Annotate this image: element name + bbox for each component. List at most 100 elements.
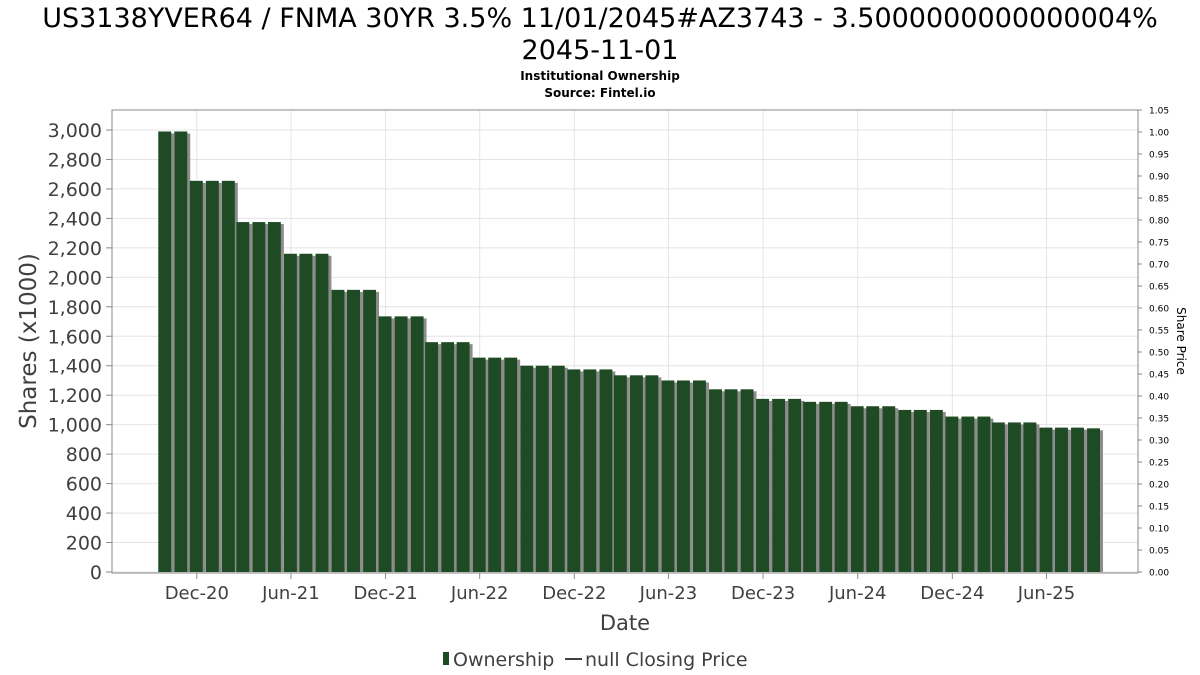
ownership-bar [394,316,408,572]
ownership-bar [205,180,219,572]
y-tick-label: 3,000 [48,120,102,142]
y-tick-label: 1,400 [48,356,102,378]
y2-tick-label: 0.75 [1149,239,1169,249]
y-tick-label: 2,400 [48,208,102,230]
ownership-bar [378,316,392,572]
ownership-bar [788,398,802,572]
ownership-bar [1087,428,1100,572]
legend-price-label: null Closing Price [585,649,748,671]
y2-tick-label: 0.15 [1149,503,1169,513]
plot-area-frame [111,109,1139,574]
ownership-bar [425,342,439,572]
x-tick-label: Jun-24 [828,583,887,604]
ownership-bar [961,416,975,572]
ownership-bar [661,380,675,572]
ownership-bar [613,375,627,572]
ownership-bar [913,409,927,572]
ownership-bar [898,409,912,572]
chart-subtitle: Institutional Ownership [520,69,680,83]
x-tick-label: Jun-25 [1017,583,1076,604]
y-tick-label: 1,600 [48,326,102,348]
ownership-bar [834,401,848,572]
ownership-bar [283,253,297,572]
y-tick-label: 0 [90,562,102,584]
ownership-bar [929,409,943,572]
chart-title-line-2: 2045-11-01 [521,35,679,66]
y2-axis-title: Share Price [1174,307,1188,375]
x-tick-label: Dec-24 [920,583,984,604]
ownership-bar [221,180,235,572]
ownership-bar [740,389,754,572]
legend: Ownership null Closing Price [443,649,748,671]
y-tick-label: 600 [66,474,102,496]
ownership-bar [882,406,896,572]
ownership-bar [991,422,1005,572]
legend-ownership-swatch [443,652,449,665]
chart-title-line-1: US3138YVER64 / FNMA 30YR 3.5% 11/01/2045… [42,3,1158,34]
ownership-bar [551,365,565,572]
y2-tick-label: 0.65 [1149,283,1169,293]
legend-ownership-label: Ownership [453,649,554,671]
x-axis: Dec-20 Jun-21 Dec-21 Jun-22 Dec-22 Jun-23 Dec-… [165,573,1076,604]
x-tick-label: Dec-21 [353,583,417,604]
ownership-bar [709,389,722,572]
y2-axis: 0.00 0.05 0.10 0.15 0.20 0.25 0.30 0.35 0.40 0.45… [1138,107,1169,579]
ownership-bar [441,342,455,572]
ownership-bar [315,253,329,572]
ownership-bar [693,380,706,572]
ownership-bar [504,357,518,572]
ownership-bar [676,380,690,572]
ownership-bar [803,401,817,572]
ownership-bar [1055,427,1068,572]
y2-tick-label: 1.05 [1149,107,1169,117]
y2-tick-label: 0.40 [1149,393,1169,403]
y-axis-title: Shares (x1000) [16,253,42,429]
ownership-bar [1007,422,1021,572]
ownership-bar [977,416,991,572]
ownership-bar [866,406,880,572]
y-tick-label: 400 [66,503,102,525]
ownership-bar [347,289,360,572]
y-tick-label: 2,600 [48,179,102,201]
y2-tick-label: 0.30 [1149,437,1169,447]
ownership-bar [535,365,549,572]
ownership-bar [158,131,172,572]
ownership-bar [1071,427,1084,572]
ownership-bar [267,222,281,573]
y2-tick-label: 0.55 [1149,327,1169,337]
y-tick-label: 1,000 [48,415,102,437]
ownership-bar [1023,422,1037,572]
ownership-bar [645,375,659,572]
ownership-bar [236,222,250,573]
y-tick-label: 2,200 [48,238,102,260]
ownership-bar [756,398,770,572]
ownership-bar [252,222,266,573]
x-tick-label: Jun-23 [639,583,698,604]
ownership-bar [583,369,597,572]
y-tick-label: 2,000 [48,267,102,289]
chart-source: Source: Fintel.io [544,86,656,100]
ownership-bar [174,131,188,572]
y-tick-label: 800 [66,444,102,466]
y2-tick-label: 1.00 [1149,129,1169,139]
y2-tick-label: 0.10 [1149,525,1169,535]
ownership-bar [456,342,470,572]
bar-layer [158,131,1103,573]
y-tick-label: 1,200 [48,385,102,407]
ownership-bar [724,389,738,572]
y2-tick-label: 0.85 [1149,195,1169,205]
y2-tick-label: 0.05 [1149,547,1169,557]
x-tick-label: Dec-22 [542,583,606,604]
y2-tick-label: 0.25 [1149,459,1169,469]
y2-tick-label: 0.35 [1149,415,1169,425]
ownership-bar [567,369,581,572]
ownership-bar [629,375,643,572]
y2-tick-label: 0.50 [1149,349,1169,359]
ownership-bar [472,357,486,572]
y2-tick-label: 0.45 [1149,371,1169,381]
y2-tick-label: 0.90 [1149,173,1169,183]
x-axis-title: Date [600,611,650,635]
ownership-bar [945,416,959,572]
